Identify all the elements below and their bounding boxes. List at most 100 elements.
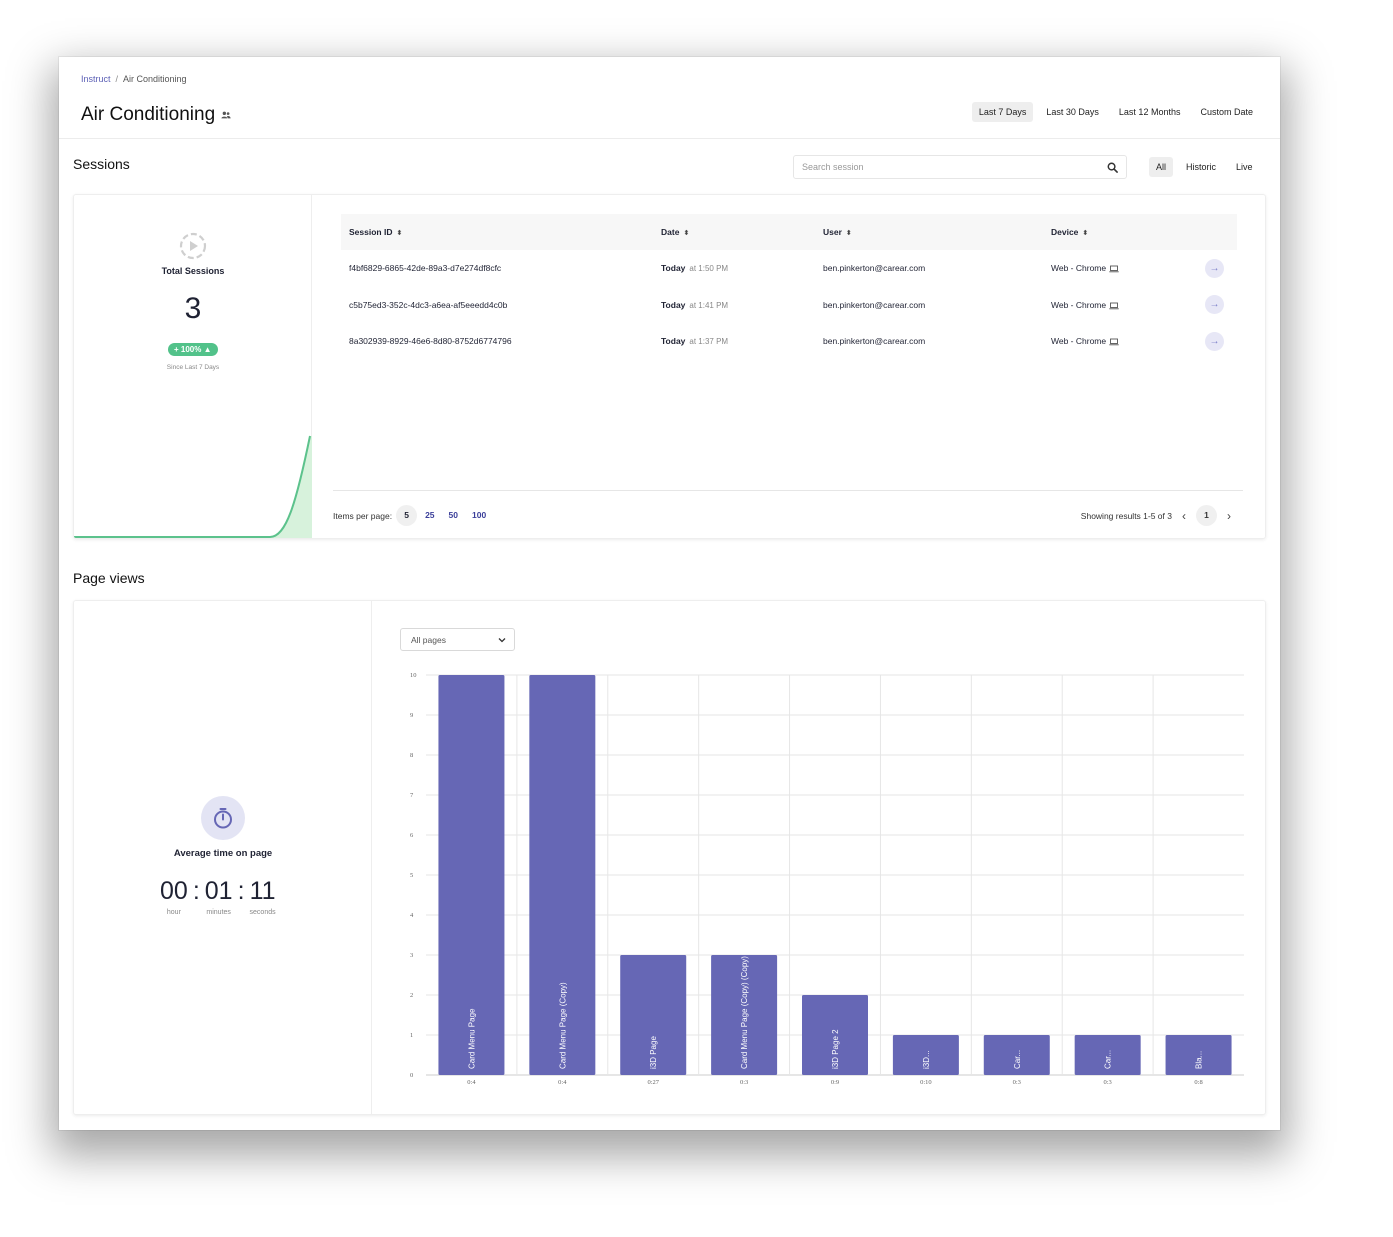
bar-label: Card Menu Page (Copy) (Copy) [740, 956, 749, 1069]
bar-label: Car... [1013, 1050, 1022, 1069]
breadcrumb-root-link[interactable]: Instruct [81, 74, 111, 84]
x-tick-label: 0:9 [831, 1079, 839, 1086]
time-value: at 1:50 PM [689, 264, 729, 274]
session-id-cell: f4bf6829-6865-42de-89a3-d7e274df8cfc [349, 263, 502, 274]
per-page-option-25[interactable]: 25 [425, 510, 435, 520]
change-badge: + 100% ▲ [168, 343, 218, 356]
user-cell: ben.pinkerton@carear.com [823, 263, 926, 274]
sort-icon[interactable]: ⬍ [845, 230, 852, 237]
date-value: Today [661, 299, 686, 310]
search-icon[interactable] [1107, 162, 1118, 173]
search-input[interactable] [802, 162, 1107, 172]
total-sessions-label: Total Sessions [161, 266, 225, 276]
pages-select[interactable]: All pages [400, 628, 515, 651]
col-user[interactable]: User ⬍ [815, 214, 1043, 250]
y-tick-label: 4 [410, 912, 414, 919]
y-tick-label: 0 [410, 1072, 413, 1079]
seconds-unit: seconds [249, 909, 276, 916]
y-tick-label: 10 [410, 672, 417, 679]
x-tick-label: 0:3 [1104, 1079, 1112, 1086]
per-page-option-50[interactable]: 50 [448, 510, 458, 520]
device-cell: Web - Chrome [1043, 287, 1197, 324]
bar-label: Car... [1104, 1050, 1113, 1069]
col-user-label: User [823, 227, 842, 237]
breadcrumb-separator: / [115, 74, 119, 84]
device-value: Web - Chrome [1051, 263, 1107, 274]
table-row[interactable]: f4bf6829-6865-42de-89a3-d7e274df8cfc Tod… [341, 250, 1237, 287]
x-tick-label: 0:4 [558, 1079, 567, 1086]
x-tick-label: 0:3 [1013, 1079, 1021, 1086]
col-session-id[interactable]: Session ID ⬍ [341, 214, 653, 250]
bar-label: Card Menu Page (Copy) [558, 982, 567, 1069]
filter-tab-historic[interactable]: Historic [1186, 162, 1217, 172]
date-range-tabs: Last 7 Days Last 30 Days Last 12 Months … [971, 102, 1260, 122]
header-divider [59, 138, 1280, 139]
session-search [793, 155, 1127, 179]
per-page-option-100[interactable]: 100 [472, 510, 487, 520]
chevron-left-icon[interactable]: ‹ [1182, 508, 1186, 523]
time-colon: : [237, 877, 245, 905]
range-tab-last-7-days[interactable]: Last 7 Days [971, 102, 1034, 122]
y-tick-label: 7 [410, 792, 414, 799]
chart-bar [802, 995, 868, 1075]
chevron-right-icon[interactable]: › [1227, 508, 1231, 523]
chevron-down-icon [498, 637, 506, 642]
time-value: at 1:41 PM [689, 300, 729, 310]
sort-icon[interactable]: ⬍ [1082, 230, 1089, 237]
bar-label: i3D Page [649, 1036, 658, 1069]
sort-icon[interactable]: ⬍ [683, 230, 690, 237]
table-row[interactable]: c5b75ed3-352c-4dc3-a6ea-af5eeedd4c0b Tod… [341, 287, 1237, 324]
y-tick-label: 3 [410, 952, 413, 959]
x-tick-label: 0:10 [920, 1079, 932, 1086]
open-session-arrow-icon[interactable]: → [1205, 331, 1224, 351]
page-button[interactable]: 1 [1196, 505, 1217, 526]
bar-label: Bla... [1195, 1051, 1204, 1069]
avg-time-label: Average time on page [173, 848, 273, 859]
device-cell: Web - Chrome [1043, 250, 1197, 287]
range-tab-last-30-days[interactable]: Last 30 Days [1046, 107, 1099, 117]
bar-label: Card Menu Page [467, 1008, 476, 1069]
laptop-icon [1109, 265, 1119, 273]
y-tick-label: 8 [410, 752, 413, 759]
seconds-value: 11 [249, 877, 276, 905]
action-cell: → [1197, 287, 1237, 324]
users-icon [221, 111, 231, 119]
range-tab-last-12-months[interactable]: Last 12 Months [1118, 107, 1181, 117]
x-tick-label: 0:27 [647, 1079, 659, 1086]
sessions-sparkline [74, 435, 312, 538]
stopwatch-icon [201, 796, 245, 840]
pagination: Showing results 1-5 of 3 ‹ 1 › [1081, 505, 1231, 526]
sessions-card: Total Sessions 3 + 100% ▲ Since Last 7 D… [73, 194, 1266, 539]
y-tick-label: 2 [410, 992, 413, 999]
minutes-unit: minutes [206, 909, 231, 916]
filter-tab-live[interactable]: Live [1236, 162, 1253, 172]
date-value: Today [661, 263, 686, 274]
open-session-arrow-icon[interactable]: → [1205, 295, 1224, 315]
total-sessions-panel: Total Sessions 3 + 100% ▲ Since Last 7 D… [74, 195, 312, 538]
col-date-label: Date [661, 227, 680, 237]
filter-tab-all[interactable]: All [1149, 157, 1174, 177]
range-tab-custom-date[interactable]: Custom Date [1200, 107, 1253, 117]
laptop-icon [1109, 338, 1119, 346]
action-cell: → [1197, 323, 1237, 360]
breadcrumb-current: Air Conditioning [123, 74, 187, 84]
date-cell: Today at 1:41 PM [653, 287, 815, 324]
col-device[interactable]: Device ⬍ [1043, 214, 1197, 250]
chart-bar [711, 955, 778, 1075]
page-views-title: Page views [73, 570, 145, 586]
total-sessions-value: 3 [184, 292, 202, 325]
col-date[interactable]: Date ⬍ [653, 214, 815, 250]
bar-label: i3D Page 2 [831, 1029, 840, 1069]
avg-time-panel: Average time on page 00 hour : 01 minutes … [74, 601, 372, 1114]
table-row[interactable]: 8a302939-8929-46e6-8d80-8752d6774796 Tod… [341, 323, 1237, 360]
sessions-title: Sessions [73, 156, 130, 172]
hours-value: 00 [160, 877, 188, 905]
chart-bar [620, 955, 687, 1075]
sort-icon[interactable]: ⬍ [396, 230, 403, 237]
table-header-row: Session ID ⬍ Date ⬍ User ⬍ Device ⬍ [341, 214, 1237, 250]
x-tick-label: 0:8 [1194, 1079, 1202, 1086]
per-page-option-5[interactable]: 5 [396, 505, 418, 526]
items-per-page-label: Items per page: [333, 510, 393, 521]
app-frame: Instruct / Air Conditioning Air Conditioni… [59, 57, 1280, 1130]
open-session-arrow-icon[interactable]: → [1205, 258, 1224, 278]
